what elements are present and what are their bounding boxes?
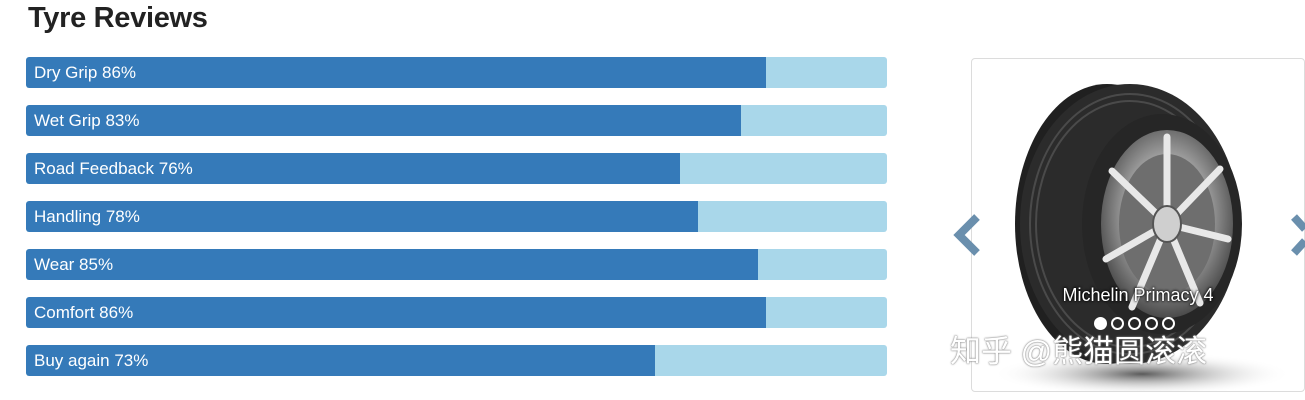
rating-fill bbox=[26, 249, 758, 280]
carousel-indicators bbox=[1094, 317, 1175, 330]
rating-bar-dry-grip: Dry Grip 86% bbox=[26, 57, 887, 88]
carousel-prev-button[interactable] bbox=[953, 213, 983, 257]
rating-fill bbox=[26, 345, 655, 376]
rating-fill bbox=[26, 153, 681, 184]
tyre-carousel: Michelin Primacy 4 bbox=[971, 58, 1305, 392]
rating-bar-buy-again: Buy again 73% bbox=[26, 345, 887, 376]
rating-label: Handling 78% bbox=[34, 207, 140, 226]
carousel-next-button[interactable] bbox=[1290, 213, 1305, 257]
rating-bar-handling: Handling 78% bbox=[26, 201, 887, 232]
rating-label: Wet Grip 83% bbox=[34, 111, 140, 130]
carousel-caption: Michelin Primacy 4 bbox=[1062, 285, 1214, 305]
carousel-dot[interactable] bbox=[1128, 317, 1141, 330]
rating-bar-wet-grip: Wet Grip 83% bbox=[26, 105, 887, 136]
carousel-dot[interactable] bbox=[1162, 317, 1175, 330]
carousel-dot[interactable] bbox=[1111, 317, 1124, 330]
ratings-list: Dry Grip 86% Wet Grip 83% Road Feedback … bbox=[26, 57, 887, 393]
chevron-right-icon bbox=[1291, 214, 1305, 256]
rating-fill bbox=[26, 57, 767, 88]
rating-bar-road-feedback: Road Feedback 76% bbox=[26, 153, 887, 184]
rating-label: Comfort 86% bbox=[34, 303, 134, 322]
carousel-dot[interactable] bbox=[1145, 317, 1158, 330]
rating-label: Buy again 73% bbox=[34, 351, 149, 370]
chevron-left-icon bbox=[953, 214, 980, 256]
rating-label: Wear 85% bbox=[34, 255, 114, 274]
tyre-image bbox=[992, 84, 1292, 391]
watermark: 知乎 @熊猫圆滚滚 bbox=[950, 334, 1208, 369]
rating-fill bbox=[26, 105, 741, 136]
rating-label: Dry Grip 86% bbox=[34, 63, 137, 82]
rating-bar-comfort: Comfort 86% bbox=[26, 297, 887, 328]
rating-fill bbox=[26, 201, 698, 232]
rating-fill bbox=[26, 297, 767, 328]
carousel-dot[interactable] bbox=[1094, 317, 1107, 330]
page-title: Tyre Reviews bbox=[28, 2, 208, 34]
rating-bar-wear: Wear 85% bbox=[26, 249, 887, 280]
rating-label: Road Feedback 76% bbox=[34, 159, 193, 178]
